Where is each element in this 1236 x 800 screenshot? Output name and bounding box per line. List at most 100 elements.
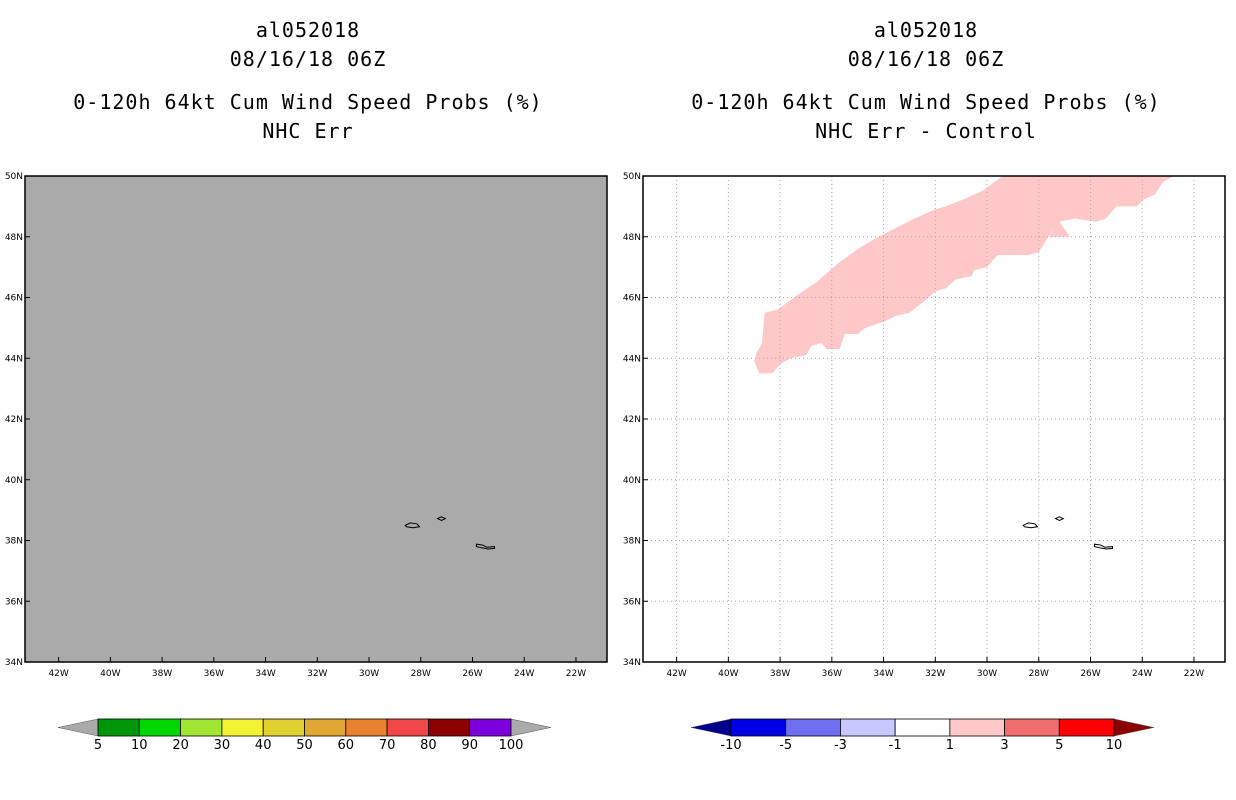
colorbar-label: 70 [379, 738, 396, 753]
azores-island-outline [1054, 516, 1065, 522]
x-tick-label: 30W [359, 669, 379, 679]
colorbar: -10 -5 -3 -1 1 3 5 10 [690, 718, 1155, 753]
y-tick-label: 42N [5, 415, 23, 425]
x-tick-label: 26W [1080, 669, 1100, 679]
y-tick-label: 36N [5, 597, 23, 607]
x-tick-label: 22W [566, 669, 586, 679]
azores-island-outline [1022, 522, 1039, 529]
y-tick-label: 38N [5, 537, 23, 547]
colorbar-label: 30 [214, 738, 231, 753]
y-tick-label: 42N [623, 415, 641, 425]
colorbar: 5 10 20 30 40 50 60 70 80 90 100 [57, 718, 552, 753]
y-tick-label: 48N [5, 233, 23, 243]
x-tick-label: 32W [307, 669, 327, 679]
colorbar-swatch [427, 718, 471, 737]
azores-island-outline [1093, 543, 1113, 550]
x-tick-label: 38W [770, 669, 790, 679]
x-tick-label: 40W [718, 669, 738, 679]
colorbar-label: 90 [461, 738, 478, 753]
colorbar-swatch [1058, 718, 1115, 737]
colorbar-swatch [730, 718, 787, 737]
panel-left: 42W 40W 38W 36W 34W 32W 30W 28W 26W 24W 22W 34N 36N 3… [5, 172, 608, 753]
y-tick-label: 38N [623, 537, 641, 547]
colorbar-swatch [138, 718, 182, 737]
left-experiment-label: NHC Err [262, 119, 354, 143]
y-tick-label: 44N [5, 354, 23, 364]
right-storm-id: al052018 [873, 18, 979, 42]
colorbar-label: 100 [499, 738, 524, 753]
colorbar-swatch [345, 718, 388, 737]
y-tick-label: 34N [5, 658, 23, 668]
x-tick-label: 28W [1029, 669, 1049, 679]
left-storm-id: al052018 [255, 18, 361, 42]
colorbar-under-arrow [57, 718, 99, 737]
y-tick-label: 44N [623, 354, 641, 364]
colorbar-swatch [469, 718, 512, 737]
colorbar-swatch [785, 718, 841, 737]
right-datetime: 08/16/18 06Z [847, 47, 1005, 71]
azores-island-outline [404, 522, 421, 529]
colorbar-swatch [840, 718, 896, 737]
y-tick-label: 40N [623, 476, 641, 486]
azores-island-outline [436, 516, 447, 522]
x-tick-label: 34W [255, 669, 275, 679]
colorbar-label: 80 [420, 738, 437, 753]
right-product-title: 0-120h 64kt Cum Wind Speed Probs (%) [691, 90, 1161, 114]
colorbar-label: -5 [779, 738, 792, 753]
y-tick-label: 46N [5, 294, 23, 304]
colorbar-label: 20 [172, 738, 189, 753]
colorbar-swatch [386, 718, 429, 737]
panel-right: 42W 40W 38W 36W 34W 32W 30W 28W 26W 24W 22W 34N 36N 3… [623, 172, 1226, 753]
colorbar-under-arrow [690, 718, 732, 737]
colorbar-swatch [262, 718, 305, 737]
right-experiment-label: NHC Err - Control [815, 119, 1037, 143]
x-tick-label: 42W [666, 669, 686, 679]
x-tick-label: 22W [1184, 669, 1204, 679]
probability-difference-region [754, 176, 1174, 374]
x-tick-label: 26W [462, 669, 482, 679]
colorbar-swatch [221, 718, 264, 737]
colorbar-swatch [180, 718, 223, 737]
x-tick-label: 30W [977, 669, 997, 679]
plot-background [25, 176, 607, 662]
x-tick-label: 32W [925, 669, 945, 679]
colorbar-label: 5 [1055, 738, 1063, 753]
colorbar-swatch [894, 718, 951, 737]
y-tick-label: 50N [623, 172, 641, 182]
x-tick-label: 34W [873, 669, 893, 679]
colorbar-label: -1 [889, 738, 902, 753]
colorbar-label: -10 [720, 738, 741, 753]
colorbar-label: -3 [834, 738, 847, 753]
x-tick-label: 38W [152, 669, 172, 679]
left-panel-title: al052018 08/16/18 06Z 0-120h 64kt Cum Wi… [8, 16, 608, 146]
x-tick-label: 28W [411, 669, 431, 679]
x-tick-label: 36W [822, 669, 842, 679]
y-tick-label: 46N [623, 294, 641, 304]
colorbar-label: 5 [94, 738, 102, 753]
colorbar-swatch [949, 718, 1005, 737]
colorbar-label: 60 [338, 738, 355, 753]
left-datetime: 08/16/18 06Z [229, 47, 387, 71]
x-tick-label: 42W [48, 669, 68, 679]
x-tick-label: 24W [1132, 669, 1152, 679]
colorbar-label: 10 [131, 738, 148, 753]
x-tick-label: 40W [100, 669, 120, 679]
colorbar-label: 40 [255, 738, 272, 753]
x-tick-label: 36W [204, 669, 224, 679]
y-tick-label: 48N [623, 233, 641, 243]
y-tick-label: 34N [623, 658, 641, 668]
colorbar-swatch [304, 718, 347, 737]
colorbar-swatch [1004, 718, 1060, 737]
colorbar-swatch [97, 718, 140, 737]
colorbar-label: 50 [296, 738, 313, 753]
x-tick-label: 24W [514, 669, 534, 679]
colorbar-over-arrow [510, 718, 552, 737]
azores-island-outline [475, 543, 495, 550]
colorbar-over-arrow [1113, 718, 1155, 737]
y-tick-label: 36N [623, 597, 641, 607]
right-panel-title: al052018 08/16/18 06Z 0-120h 64kt Cum Wi… [626, 16, 1226, 146]
y-tick-label: 50N [5, 172, 23, 182]
left-product-title: 0-120h 64kt Cum Wind Speed Probs (%) [73, 90, 543, 114]
y-tick-label: 40N [5, 476, 23, 486]
